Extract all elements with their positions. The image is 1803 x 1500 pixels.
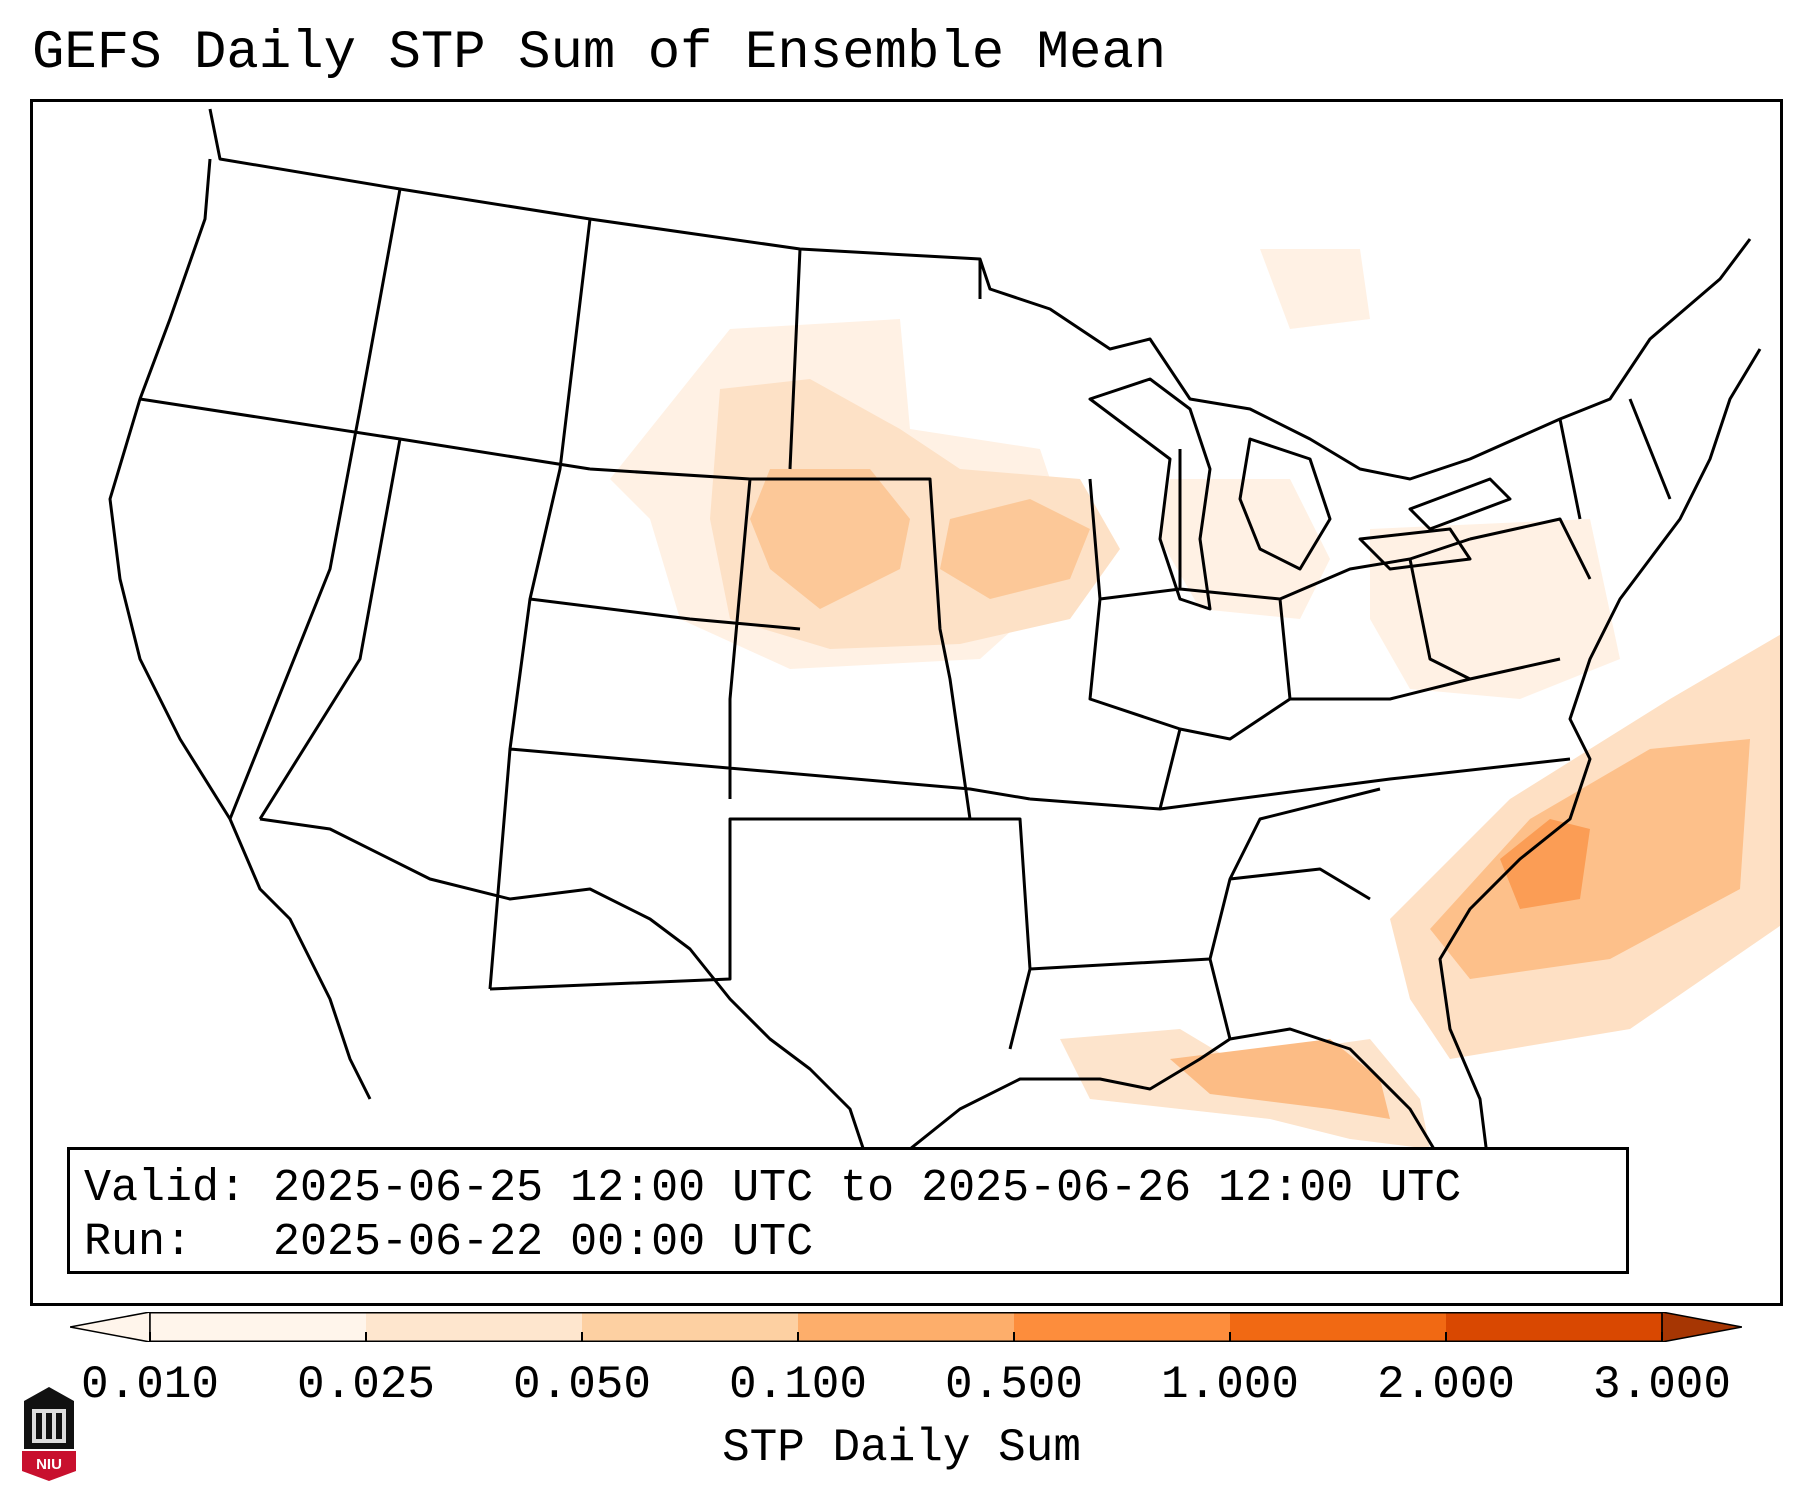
map-border-frame — [30, 99, 1783, 1306]
us-canada-border — [208, 108, 1752, 481]
run-time-text: Run: 2025-06-22 00:00 UTC — [84, 1217, 814, 1268]
map-panel — [30, 99, 1783, 1306]
stp-area-carolinas-core — [1500, 819, 1590, 909]
colorbar-segment — [1230, 1312, 1447, 1342]
colorbar-tick-label: 2.000 — [1376, 1359, 1516, 1411]
stp-area-florida-panhandle — [1170, 1039, 1390, 1119]
us-mexico-border — [259, 817, 882, 1200]
colorbar-extend-high — [1661, 1311, 1743, 1343]
map-canvas — [30, 99, 1783, 1306]
colorbar-segment — [1014, 1312, 1231, 1342]
valid-time-text: Valid: 2025-06-25 12:00 UTC to 2025-06-2… — [84, 1163, 1462, 1214]
pacific-coastline — [108, 158, 372, 1100]
chart-title: GEFS Daily STP Sum of Ensemble Mean — [32, 23, 1167, 84]
colorbar-segment — [150, 1312, 367, 1342]
stp-shading — [610, 249, 1783, 1149]
colorbar-segment — [582, 1312, 799, 1342]
colorbar-tick-label: 0.010 — [80, 1359, 220, 1411]
stp-area-atlantic-mid — [1430, 739, 1750, 979]
run-info-box: Valid: 2025-06-25 12:00 UTC to 2025-06-2… — [67, 1147, 1629, 1274]
colorbar-svg — [69, 1311, 1743, 1343]
svg-text:NIU: NIU — [36, 1456, 62, 1473]
map-borders — [108, 108, 1762, 1201]
colorbar-frame — [149, 1312, 1663, 1342]
gulf-atlantic-coastline — [878, 348, 1762, 1201]
stp-area-sd-ne-core — [750, 469, 910, 609]
niu-logo: NIU — [22, 1387, 76, 1481]
colorbar-tick-label: 1.000 — [1160, 1359, 1300, 1411]
colorbar-tick-label: 0.100 — [728, 1359, 868, 1411]
stp-area-ia-core — [940, 499, 1090, 599]
colorbar-label: STP Daily Sum — [722, 1422, 1081, 1474]
stp-area-ontario — [1260, 249, 1370, 329]
state-lines — [139, 188, 1672, 1050]
colorbar-segment — [798, 1312, 1015, 1342]
colorbar-tick-label: 0.050 — [512, 1359, 652, 1411]
colorbar-segment — [1446, 1312, 1663, 1342]
colorbar-tick-label: 0.025 — [296, 1359, 436, 1411]
colorbar-tick-label: 3.000 — [1592, 1359, 1732, 1411]
colorbar-segment — [366, 1312, 583, 1342]
stp-area-great-lakes — [1160, 479, 1330, 619]
great-lakes-outline — [1088, 377, 1512, 611]
colorbar — [69, 1311, 1743, 1343]
colorbar-tick-label: 0.500 — [944, 1359, 1084, 1411]
colorbar-extend-low — [69, 1311, 151, 1343]
